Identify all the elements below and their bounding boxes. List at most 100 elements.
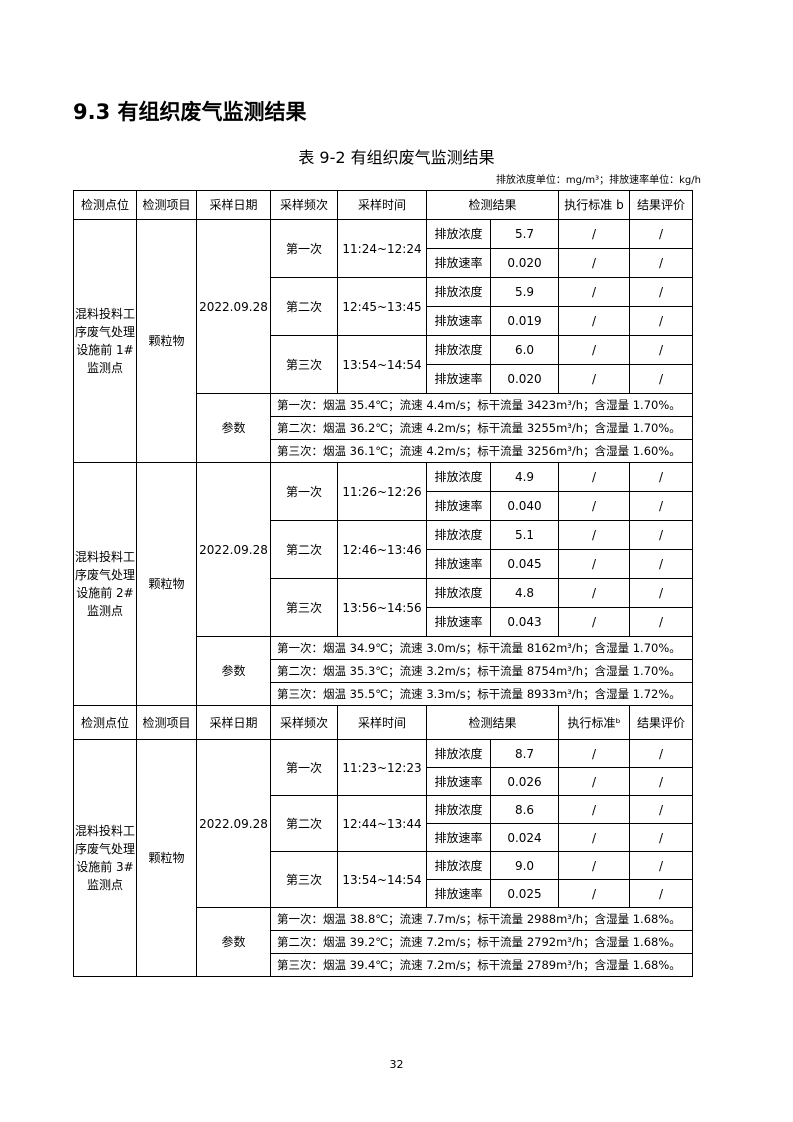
standard-cell: / bbox=[558, 607, 631, 637]
standard-cell: / bbox=[558, 851, 631, 880]
table-row: 排放速率 0.045// bbox=[74, 549, 694, 579]
column-header: 检测项目 bbox=[136, 190, 197, 220]
table-row: 混料投料工序废气处理设施前 1#监测点 颗粒物 2022.09.28 第一次 11:24… bbox=[73, 219, 694, 463]
params-text: 第三次：烟温 35.5℃；流速 3.3m/s；标干流量 8933m³/h；含湿量… bbox=[269, 682, 694, 706]
evaluation-cell: / bbox=[629, 851, 694, 880]
conc-value: 6.0 bbox=[489, 335, 560, 365]
conc-label: 排放浓度 bbox=[426, 335, 491, 365]
date-cell: 2022.09.28 bbox=[196, 739, 271, 908]
results-table: 检测点位 检测项目 采样日期 采样频次 采样时间 检测结果 执行标准 b 结果评价 混料投料工序… bbox=[73, 190, 694, 977]
time-cell: 12:45~13:45 bbox=[337, 277, 427, 336]
conc-value: 4.8 bbox=[489, 578, 560, 608]
rate-label: 排放速率 bbox=[426, 767, 491, 796]
column-header: 采样频次 bbox=[270, 190, 338, 220]
params-text: 第二次：烟温 36.2℃；流速 4.2m/s；标干流量 3255m³/h；含湿量… bbox=[269, 416, 694, 440]
section-title: 9.3 有组织废气监测结果 bbox=[73, 100, 307, 124]
unit-note: 排放浓度单位：mg/m³；排放速率单位：kg/h bbox=[495, 175, 701, 186]
standard-cell: / bbox=[558, 462, 631, 492]
params-label: 参数 bbox=[196, 393, 271, 463]
params-text: 第二次：烟温 35.3℃；流速 3.2m/s；标干流量 8754m³/h；含湿量… bbox=[269, 659, 694, 683]
params-label: 参数 bbox=[196, 636, 271, 706]
column-header: 检测点位 bbox=[73, 190, 137, 220]
evaluation-cell: / bbox=[629, 491, 694, 521]
frequency-cell: 第二次 bbox=[270, 277, 338, 336]
standard-cell: / bbox=[558, 795, 631, 824]
evaluation-cell: / bbox=[629, 219, 694, 249]
item-cell: 颗粒物 bbox=[136, 739, 197, 977]
conc-label: 排放浓度 bbox=[426, 277, 491, 307]
table-row: 排放速率 0.020// bbox=[74, 364, 694, 394]
frequency-cell: 第三次 bbox=[270, 578, 338, 637]
time-cell: 12:46~13:46 bbox=[337, 520, 427, 579]
table-caption: 表 9-2 有组织废气监测结果 bbox=[298, 148, 495, 167]
conc-value: 5.1 bbox=[489, 520, 560, 550]
standard-cell: / bbox=[558, 879, 631, 908]
params-row: 参数 第一次：烟温 34.9℃；流速 3.0m/s；标干流量 8162m³/h；含… bbox=[74, 636, 694, 706]
rate-value: 0.020 bbox=[489, 364, 560, 394]
conc-value: 8.7 bbox=[489, 739, 560, 768]
table-row: 排放速率 0.024// bbox=[74, 823, 694, 852]
conc-label: 排放浓度 bbox=[426, 851, 491, 880]
rate-label: 排放速率 bbox=[426, 823, 491, 852]
conc-label: 排放浓度 bbox=[426, 462, 491, 492]
standard-cell: / bbox=[558, 520, 631, 550]
frequency-cell: 第二次 bbox=[270, 795, 338, 852]
column-header: 结果评价 bbox=[629, 705, 694, 740]
column-header: 采样日期 bbox=[196, 705, 271, 740]
standard-cell: / bbox=[558, 823, 631, 852]
column-header: 执行标准 b bbox=[558, 190, 631, 220]
column-header: 检测项目 bbox=[136, 705, 197, 740]
table-row: 混料投料工序废气处理设施前 2#监测点 颗粒物 2022.09.28 第一次 11:26… bbox=[73, 462, 694, 706]
table-row: 排放速率 0.019// bbox=[74, 306, 694, 336]
evaluation-cell: / bbox=[629, 795, 694, 824]
rate-value: 0.020 bbox=[489, 248, 560, 278]
time-cell: 13:56~14:56 bbox=[337, 578, 427, 637]
conc-value: 8.6 bbox=[489, 795, 560, 824]
params-text: 第一次：烟温 34.9℃；流速 3.0m/s；标干流量 8162m³/h；含湿量… bbox=[269, 636, 694, 660]
standard-cell: / bbox=[558, 739, 631, 768]
params-row: 参数 第一次：烟温 35.4℃；流速 4.4m/s；标干流量 3423m³/h；含… bbox=[74, 393, 694, 463]
rate-value: 0.040 bbox=[489, 491, 560, 521]
frequency-cell: 第三次 bbox=[270, 851, 338, 908]
evaluation-cell: / bbox=[629, 335, 694, 365]
standard-cell: / bbox=[558, 364, 631, 394]
params-text: 第一次：烟温 38.8℃；流速 7.7m/s；标干流量 2988m³/h；含湿量… bbox=[269, 907, 694, 931]
date-cell: 2022.09.28 bbox=[196, 462, 271, 637]
evaluation-cell: / bbox=[629, 364, 694, 394]
time-cell: 13:54~14:54 bbox=[337, 851, 427, 908]
page-number: 32 bbox=[389, 1058, 404, 1071]
column-header: 检测点位 bbox=[73, 705, 137, 740]
conc-label: 排放浓度 bbox=[426, 739, 491, 768]
evaluation-cell: / bbox=[629, 306, 694, 336]
item-cell: 颗粒物 bbox=[136, 219, 197, 463]
standard-cell: / bbox=[558, 248, 631, 278]
rate-value: 0.043 bbox=[489, 607, 560, 637]
location-cell: 混料投料工序废气处理设施前 3#监测点 bbox=[73, 739, 137, 977]
evaluation-cell: / bbox=[629, 462, 694, 492]
rate-label: 排放速率 bbox=[426, 549, 491, 579]
table-row: 第三次 13:56~14:56 排放浓度 4.8// bbox=[74, 578, 694, 637]
standard-cell: / bbox=[558, 767, 631, 796]
evaluation-cell: / bbox=[629, 607, 694, 637]
params-row: 参数 第一次：烟温 38.8℃；流速 7.7m/s；标干流量 2988m³/h；含… bbox=[74, 907, 694, 977]
time-cell: 13:54~14:54 bbox=[337, 335, 427, 394]
evaluation-cell: / bbox=[629, 767, 694, 796]
column-header: 采样时间 bbox=[337, 705, 427, 740]
table-row: 混料投料工序废气处理设施前 3#监测点 颗粒物 2022.09.28 第一次 11:23… bbox=[73, 739, 694, 977]
standard-cell: / bbox=[558, 335, 631, 365]
rate-label: 排放速率 bbox=[426, 364, 491, 394]
evaluation-cell: / bbox=[629, 549, 694, 579]
params-label: 参数 bbox=[196, 907, 271, 977]
evaluation-cell: / bbox=[629, 277, 694, 307]
standard-cell: / bbox=[558, 549, 631, 579]
rate-value: 0.024 bbox=[489, 823, 560, 852]
evaluation-cell: / bbox=[629, 879, 694, 908]
conc-label: 排放浓度 bbox=[426, 795, 491, 824]
conc-value: 9.0 bbox=[489, 851, 560, 880]
standard-cell: / bbox=[558, 578, 631, 608]
params-row: 第三次：烟温 39.4℃；流速 7.2m/s；标干流量 2789m³/h；含湿量… bbox=[74, 953, 694, 977]
conc-value: 4.9 bbox=[489, 462, 560, 492]
item-cell: 颗粒物 bbox=[136, 462, 197, 706]
standard-cell: / bbox=[558, 491, 631, 521]
